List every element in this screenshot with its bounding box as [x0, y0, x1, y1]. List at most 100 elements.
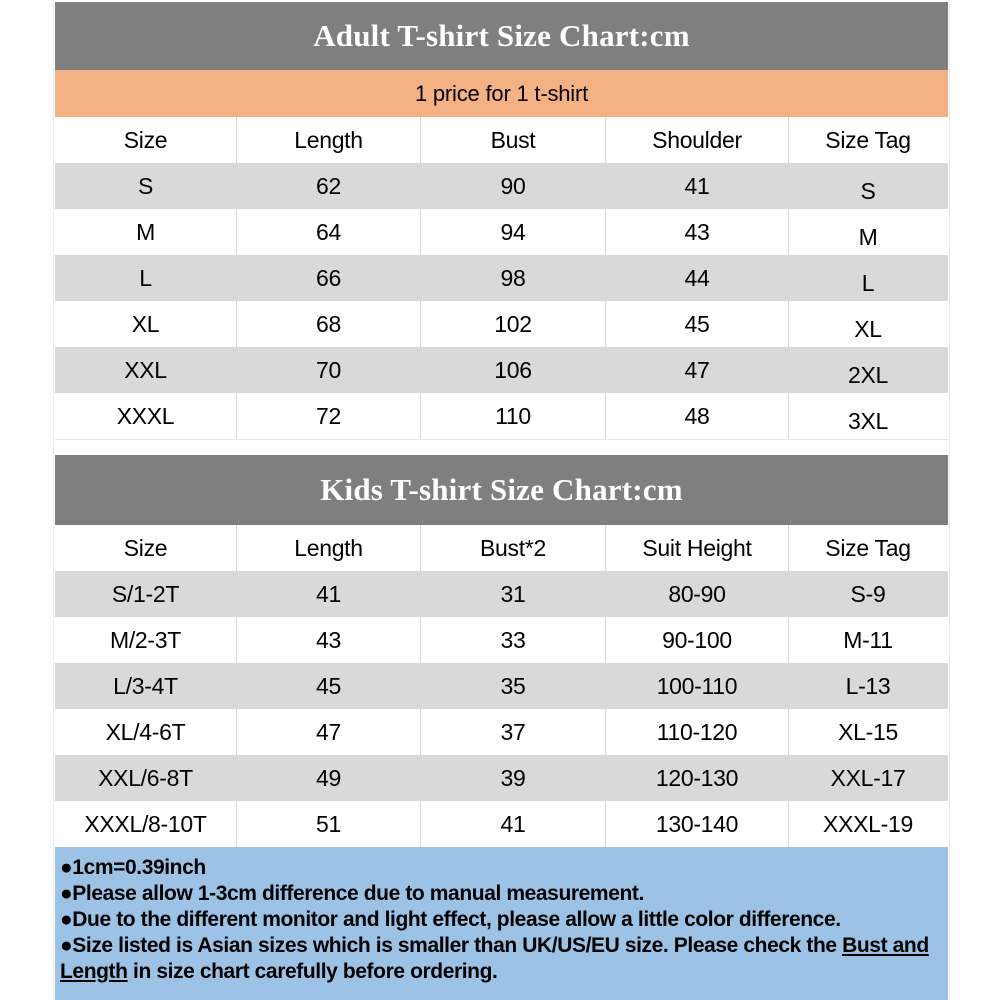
note-asian-size-pre: ●Size listed is Asian sizes which is sma… [60, 934, 843, 957]
price-banner: 1 price for 1 t-shirt [55, 70, 948, 117]
kids-size-table: Size Length Bust*2 Suit Height Size Tag … [55, 525, 948, 847]
cell: S/1-2T [55, 571, 237, 617]
cell: 64 [237, 209, 421, 255]
cell: 100-110 [606, 663, 789, 709]
cell: XXXL [55, 393, 237, 439]
col-header-size: Size [55, 117, 237, 163]
adult-chart-title: Adult T-shirt Size Chart:cm [55, 2, 948, 70]
table-row: XXL/6-8T 49 39 120-130 XXL-17 [55, 755, 948, 801]
cell: 70 [237, 347, 421, 393]
cell: 68 [237, 301, 421, 347]
cell-size-tag: L-13 [789, 663, 948, 709]
cell-size-tag: M [789, 209, 948, 255]
table-row: L/3-4T 45 35 100-110 L-13 [55, 663, 948, 709]
cell: 130-140 [606, 801, 789, 847]
cell: 48 [606, 393, 789, 439]
cell-size-tag: XL-15 [789, 709, 948, 755]
adult-size-table: Size Length Bust Shoulder Size Tag S 62 … [55, 117, 948, 440]
cell: L/3-4T [55, 663, 237, 709]
cell: 43 [606, 209, 789, 255]
cell: 44 [606, 255, 789, 301]
cell-size-tag: M-11 [789, 617, 948, 663]
kids-chart-title: Kids T-shirt Size Chart:cm [55, 455, 948, 525]
table-row: L 66 98 44 L [55, 255, 948, 301]
table-row: XXL 70 106 47 2XL [55, 347, 948, 393]
cell: 98 [421, 255, 606, 301]
table-row: S/1-2T 41 31 80-90 S-9 [55, 571, 948, 617]
cell: L [55, 255, 237, 301]
cell: 66 [237, 255, 421, 301]
cell: 80-90 [606, 571, 789, 617]
table-row: XL 68 102 45 XL [55, 301, 948, 347]
col-header-shoulder: Shoulder [606, 117, 789, 163]
cell: 43 [237, 617, 421, 663]
table-row: M/2-3T 43 33 90-100 M-11 [55, 617, 948, 663]
cell: 35 [421, 663, 606, 709]
cell: 90-100 [606, 617, 789, 663]
note-asian-size-post: in size chart carefully before ordering. [127, 960, 498, 983]
cell-size-tag: S [789, 163, 948, 209]
section-gap [55, 440, 948, 455]
cell: 45 [237, 663, 421, 709]
cell: M/2-3T [55, 617, 237, 663]
col-header-size-tag: Size Tag [789, 117, 948, 163]
gridline-right [949, 0, 950, 1000]
note-asian-size: ●Size listed is Asian sizes which is sma… [60, 933, 938, 985]
cell: XXL/6-8T [55, 755, 237, 801]
cell: 90 [421, 163, 606, 209]
col-header-size-tag: Size Tag [789, 525, 948, 571]
cell-size-tag: 3XL [789, 393, 948, 439]
note-measurement: ●Please allow 1-3cm difference due to ma… [60, 882, 644, 905]
cell: 41 [606, 163, 789, 209]
cell: 33 [421, 617, 606, 663]
cell: 31 [421, 571, 606, 617]
table-row: XXXL/8-10T 51 41 130-140 XXXL-19 [55, 801, 948, 847]
cell: 45 [606, 301, 789, 347]
cell: 41 [421, 801, 606, 847]
adult-header-row: Size Length Bust Shoulder Size Tag [55, 117, 948, 163]
gridline-left [53, 0, 54, 1000]
cell: 37 [421, 709, 606, 755]
cell: XXXL/8-10T [55, 801, 237, 847]
col-header-size: Size [55, 525, 237, 571]
table-row: S 62 90 41 S [55, 163, 948, 209]
cell-size-tag: XL [789, 301, 948, 347]
note-cm-inch: ●1cm=0.39inch [60, 856, 206, 879]
cell-size-tag: L [789, 255, 948, 301]
cell: XL [55, 301, 237, 347]
col-header-suit-height: Suit Height [606, 525, 789, 571]
cell: M [55, 209, 237, 255]
cell: XL/4-6T [55, 709, 237, 755]
cell-size-tag: XXL-17 [789, 755, 948, 801]
cell: 47 [237, 709, 421, 755]
cell: S [55, 163, 237, 209]
cell: 106 [421, 347, 606, 393]
cell: 49 [237, 755, 421, 801]
col-header-bust2: Bust*2 [421, 525, 606, 571]
cell-size-tag: 2XL [789, 347, 948, 393]
table-row: XL/4-6T 47 37 110-120 XL-15 [55, 709, 948, 755]
table-row: M 64 94 43 M [55, 209, 948, 255]
note-color-difference: ●Due to the different monitor and light … [60, 908, 841, 931]
cell: XXL [55, 347, 237, 393]
table-row: XXXL 72 110 48 3XL [55, 393, 948, 439]
cell: 62 [237, 163, 421, 209]
cell: 41 [237, 571, 421, 617]
cell: 47 [606, 347, 789, 393]
cell: 39 [421, 755, 606, 801]
notes-footer: ●1cm=0.39inch ●Please allow 1-3cm differ… [55, 847, 948, 1000]
cell: 51 [237, 801, 421, 847]
cell: 120-130 [606, 755, 789, 801]
col-header-length: Length [237, 117, 421, 163]
note-asian-size-underlined: Bust and Length [60, 934, 929, 983]
cell: 102 [421, 301, 606, 347]
cell-size-tag: XXXL-19 [789, 801, 948, 847]
cell: 110 [421, 393, 606, 439]
cell: 94 [421, 209, 606, 255]
col-header-length: Length [237, 525, 421, 571]
col-header-bust: Bust [421, 117, 606, 163]
kids-header-row: Size Length Bust*2 Suit Height Size Tag [55, 525, 948, 571]
cell-size-tag: S-9 [789, 571, 948, 617]
cell: 110-120 [606, 709, 789, 755]
